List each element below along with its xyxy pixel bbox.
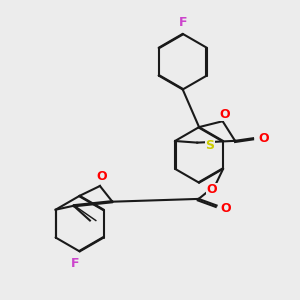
Text: O: O xyxy=(96,170,107,183)
Text: O: O xyxy=(258,132,269,145)
Text: O: O xyxy=(219,107,230,121)
Text: F: F xyxy=(178,16,187,29)
Text: O: O xyxy=(206,183,217,196)
Text: S: S xyxy=(205,139,214,152)
Text: O: O xyxy=(220,202,231,214)
Text: F: F xyxy=(70,257,79,270)
